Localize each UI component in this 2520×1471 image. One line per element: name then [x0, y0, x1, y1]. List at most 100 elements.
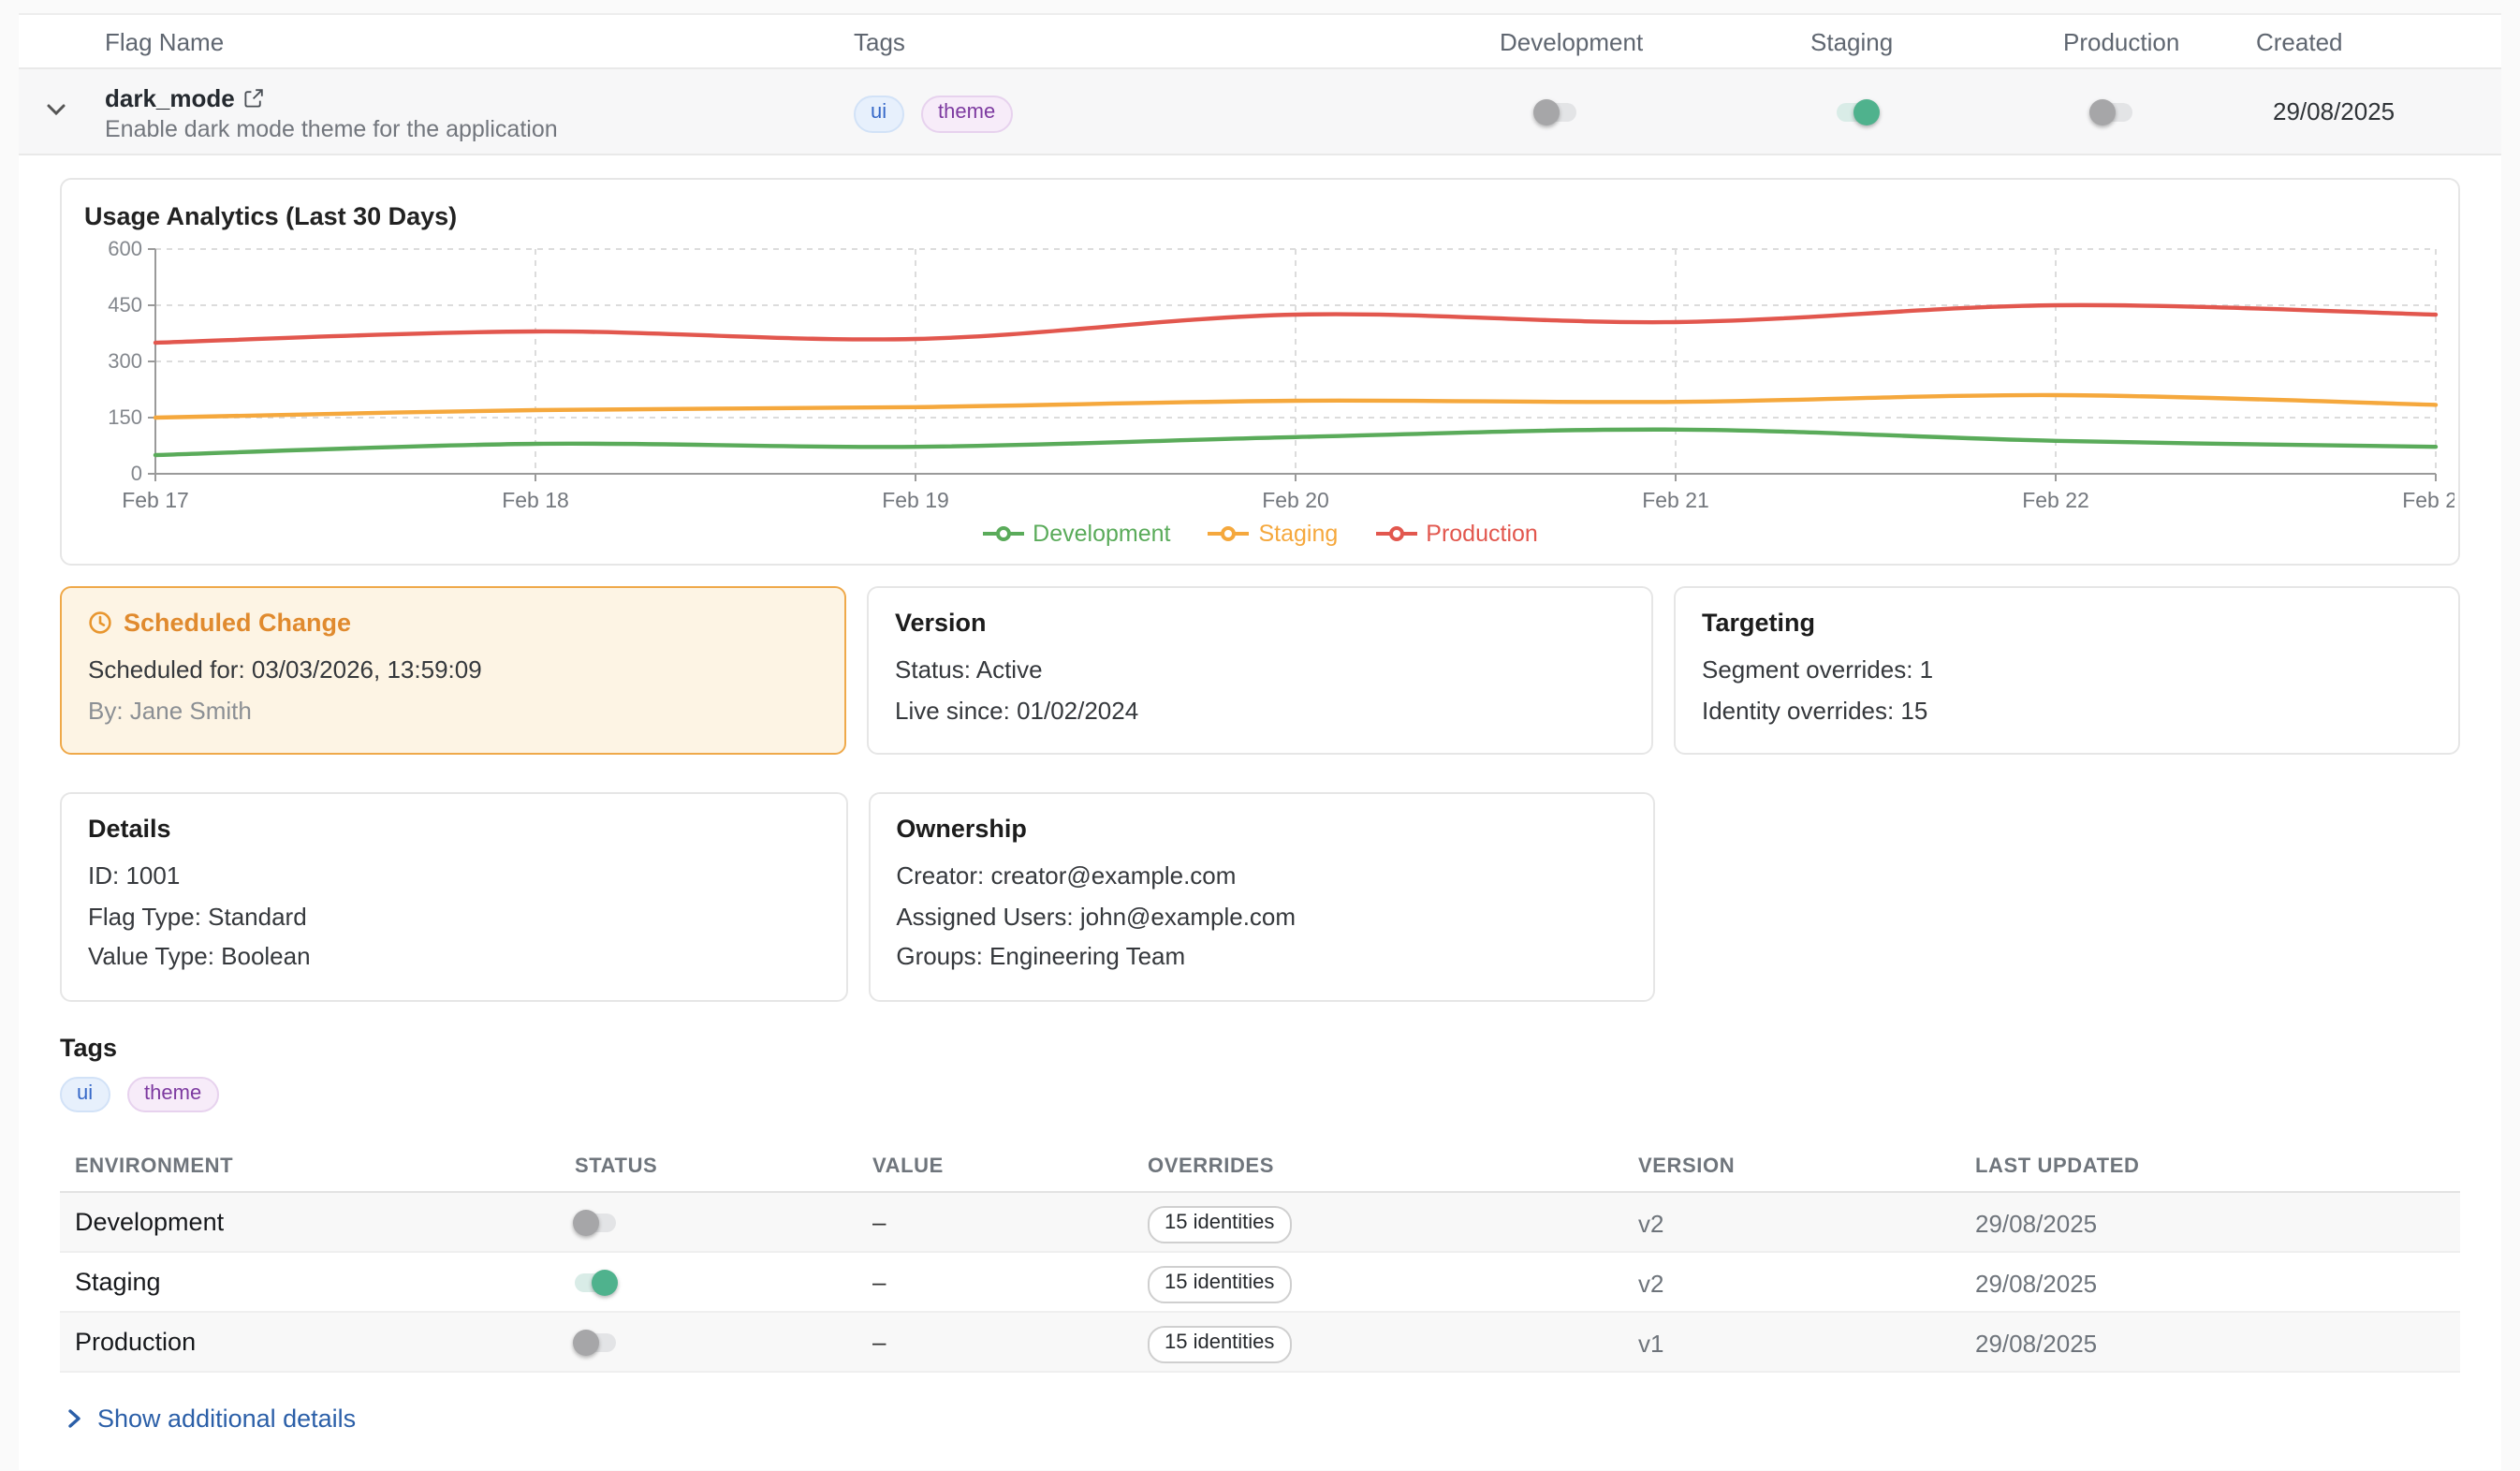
page: Flag Name Tags Development Staging Produ… — [0, 0, 2520, 1285]
env-column-value: VALUE — [872, 1156, 944, 1179]
legend-marker-icon — [1375, 524, 1416, 543]
env-column-environment: ENVIRONMENT — [75, 1156, 233, 1179]
flag-name[interactable]: dark_mode — [105, 84, 265, 112]
svg-text:Feb 20: Feb 20 — [1262, 488, 1329, 512]
legend-marker-icon — [1208, 524, 1249, 543]
environments-table: ENVIRONMENT STATUS VALUE OVERRIDES VERSI… — [60, 1151, 2460, 1374]
production-toggle[interactable] — [2091, 103, 2132, 122]
svg-text:Feb 19: Feb 19 — [882, 488, 949, 512]
scheduled-change-title: Scheduled Change — [88, 609, 818, 637]
env-column-last-updated: LAST UPDATED — [1975, 1156, 2139, 1179]
svg-text:Feb 23: Feb 23 — [2402, 488, 2454, 512]
details-flag-type-line: Flag Type: Standard — [88, 900, 819, 933]
tag-chip-ui: ui — [854, 96, 903, 133]
ownership-assigned-line: Assigned Users: john@example.com — [896, 900, 1627, 933]
staging-status-toggle[interactable] — [575, 1274, 616, 1293]
svg-text:Feb 21: Feb 21 — [1642, 488, 1709, 512]
overrides-badge-text: 15 identities — [1148, 1327, 1291, 1362]
tags-section-title: Tags — [60, 1033, 2460, 1061]
details-card: Details ID: 1001 Flag Type: Standard Val… — [60, 792, 847, 1001]
flag-detail-panel: Usage Analytics (Last 30 Days) 0 150 300 45… — [19, 155, 2501, 1471]
column-staging: Staging — [1810, 28, 1893, 56]
chart-legend: Development Staging Production — [84, 519, 2436, 556]
details-value-type-line: Value Type: Boolean — [88, 940, 819, 973]
environment-version: v2 — [1638, 1211, 1663, 1239]
chevron-right-icon — [67, 1409, 82, 1430]
targeting-card: Targeting Segment overrides: 1 Identity … — [1674, 586, 2460, 755]
overrides-badge: 15 identities — [1148, 1205, 1291, 1243]
legend-item-development[interactable]: Development — [982, 521, 1170, 547]
environment-name: Development — [75, 1209, 224, 1237]
svg-text:0: 0 — [131, 462, 142, 485]
overrides-badge: 15 identities — [1148, 1325, 1291, 1362]
scheduled-change-card: Scheduled Change Scheduled for: 03/03/20… — [60, 586, 846, 755]
svg-text:300: 300 — [108, 349, 142, 373]
svg-text:Feb 22: Feb 22 — [2022, 488, 2089, 512]
column-tags: Tags — [854, 28, 905, 56]
environment-name: Staging — [75, 1269, 161, 1297]
env-column-version: VERSION — [1638, 1156, 1735, 1179]
external-link-icon[interactable] — [244, 88, 265, 109]
legend-label: Production — [1426, 521, 1538, 547]
overrides-badge-text: 15 identities — [1148, 1207, 1291, 1243]
column-flag-name: Flag Name — [105, 28, 224, 56]
env-column-status: STATUS — [575, 1156, 657, 1179]
env-column-overrides: OVERRIDES — [1148, 1156, 1274, 1179]
info-cards-row-2: Details ID: 1001 Flag Type: Standard Val… — [60, 792, 2460, 1001]
tag-chip-theme: theme — [921, 96, 1012, 133]
flag-description: Enable dark mode theme for the applicati… — [105, 116, 558, 142]
column-created: Created — [2256, 28, 2343, 56]
content-sheet: Flag Name Tags Development Staging Produ… — [19, 13, 2501, 1471]
column-production: Production — [2063, 28, 2179, 56]
development-toggle[interactable] — [1535, 103, 1576, 122]
svg-text:Feb 17: Feb 17 — [122, 488, 189, 512]
environment-value: – — [872, 1209, 886, 1237]
overrides-badge: 15 identities — [1148, 1265, 1291, 1302]
ownership-card: Ownership Creator: creator@example.com A… — [868, 792, 1655, 1001]
targeting-card-title: Targeting — [1702, 609, 2432, 637]
table-row-staging: Staging – 15 identities v2 29/08/2025 — [60, 1254, 2460, 1314]
flag-row: dark_mode Enable dark mode theme for the… — [19, 69, 2501, 155]
show-additional-details-text: Show additional details — [97, 1405, 356, 1434]
usage-analytics-chart: 0150300450600Feb 17Feb 18Feb 19Feb 20Feb… — [84, 238, 2454, 519]
svg-text:450: 450 — [108, 293, 142, 316]
version-status-line: Status: Active — [895, 654, 1625, 686]
scheduled-for-line: Scheduled for: 03/03/2026, 13:59:09 — [88, 654, 818, 686]
info-cards-row-1: Scheduled Change Scheduled for: 03/03/20… — [60, 586, 2460, 755]
tag-chip-theme: theme — [127, 1076, 218, 1113]
legend-item-staging[interactable]: Staging — [1208, 521, 1338, 547]
production-status-toggle[interactable] — [575, 1334, 616, 1353]
scheduled-by-line: By: Jane Smith — [88, 694, 818, 727]
chevron-down-icon[interactable] — [45, 103, 67, 118]
show-additional-details-link[interactable]: Show additional details — [60, 1398, 2460, 1445]
table-row-development: Development – 15 identities v2 29/08/202… — [60, 1194, 2460, 1254]
identity-overrides-line: Identity overrides: 15 — [1702, 694, 2432, 727]
ownership-card-title: Ownership — [896, 815, 1627, 843]
version-card: Version Status: Active Live since: 01/02… — [867, 586, 1653, 755]
legend-item-production[interactable]: Production — [1375, 521, 1538, 547]
legend-label: Development — [1033, 521, 1170, 547]
column-development: Development — [1500, 28, 1643, 56]
ownership-groups-line: Groups: Engineering Team — [896, 940, 1627, 973]
tags-section: Tags ui theme — [60, 1033, 2460, 1113]
clock-icon — [88, 610, 112, 635]
environment-last-updated: 29/08/2025 — [1975, 1211, 2097, 1239]
created-date: 29/08/2025 — [2273, 97, 2395, 125]
chart-title: Usage Analytics (Last 30 Days) — [84, 202, 2436, 230]
usage-analytics-card: Usage Analytics (Last 30 Days) 0 150 300 45… — [60, 178, 2460, 566]
environment-name: Production — [75, 1329, 196, 1357]
environment-version: v1 — [1638, 1331, 1663, 1359]
development-status-toggle[interactable] — [575, 1214, 616, 1233]
overrides-badge-text: 15 identities — [1148, 1267, 1291, 1302]
svg-text:150: 150 — [108, 405, 142, 429]
legend-marker-icon — [982, 524, 1023, 543]
flag-row-tags: ui theme — [854, 94, 1021, 133]
environment-last-updated: 29/08/2025 — [1975, 1331, 2097, 1359]
legend-label: Staging — [1258, 521, 1338, 547]
staging-toggle[interactable] — [1837, 103, 1878, 122]
flag-name-text: dark_mode — [105, 84, 235, 112]
version-live-since-line: Live since: 01/02/2024 — [895, 694, 1625, 727]
environment-value: – — [872, 1329, 886, 1357]
details-card-title: Details — [88, 815, 819, 843]
svg-text:Feb 18: Feb 18 — [502, 488, 569, 512]
